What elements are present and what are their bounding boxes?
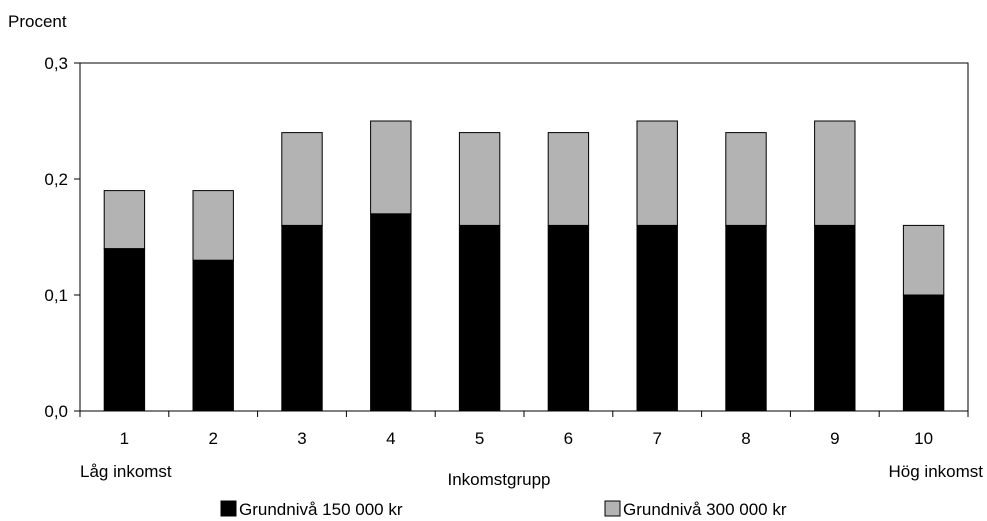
bar-series-1 [636,224,678,412]
bar-series-1 [902,294,945,412]
bar-series-2 [636,120,678,226]
bar-series-2 [370,120,412,215]
y-tick-label: 0,2 [44,170,68,189]
x-tick-label: 8 [741,429,750,448]
bar-series-2 [192,190,234,261]
x-tick-label: 9 [830,429,839,448]
x-tick-label: 4 [386,429,395,448]
x-tick-label: 1 [120,429,129,448]
x-tick-label: 6 [564,429,573,448]
legend-label-series-2: Grundnivå 300 000 kr [623,500,787,519]
bar-series-1 [192,259,234,412]
bar-series-1 [103,248,146,412]
bar-series-2 [814,120,856,226]
x-axis: 1 2 3 4 5 6 7 8 9 10 [79,411,969,448]
bar-series-1 [281,224,323,412]
bar-series-2 [458,132,501,226]
y-tick-label: 0,0 [44,402,68,421]
bar-series-2 [103,190,146,250]
y-axis-label: Procent [8,12,67,31]
y-tick-label: 0,1 [44,286,68,305]
bar-series-1 [814,224,856,412]
legend-swatch-series-1 [220,500,237,517]
bar-series-1 [458,224,501,412]
y-axis: 0,0 0,1 0,2 0,3 [44,54,80,421]
legend-swatch-series-2 [604,500,621,517]
bars [103,120,945,412]
y-tick-label: 0,3 [44,54,68,73]
bar-series-2 [725,132,767,226]
bar-series-1 [370,213,412,412]
x-tick-label: 7 [652,429,661,448]
bar-series-2 [281,132,323,226]
bar-series-2 [902,224,945,296]
x-axis-left-note: Låg inkomst [80,462,172,481]
x-tick-label: 5 [475,429,484,448]
x-axis-right-note: Hög inkomst [889,462,984,481]
x-axis-label: Inkomstgrupp [448,470,551,489]
bar-series-1 [547,224,590,412]
bar-series-1 [725,224,767,412]
x-tick-label: 2 [208,429,217,448]
x-tick-label: 3 [297,429,306,448]
bar-series-2 [547,132,590,226]
x-tick-label: 10 [914,429,933,448]
legend-label-series-1: Grundnivå 150 000 kr [239,500,403,519]
legend: Grundnivå 150 000 kr Grundnivå 300 000 k… [220,500,787,519]
